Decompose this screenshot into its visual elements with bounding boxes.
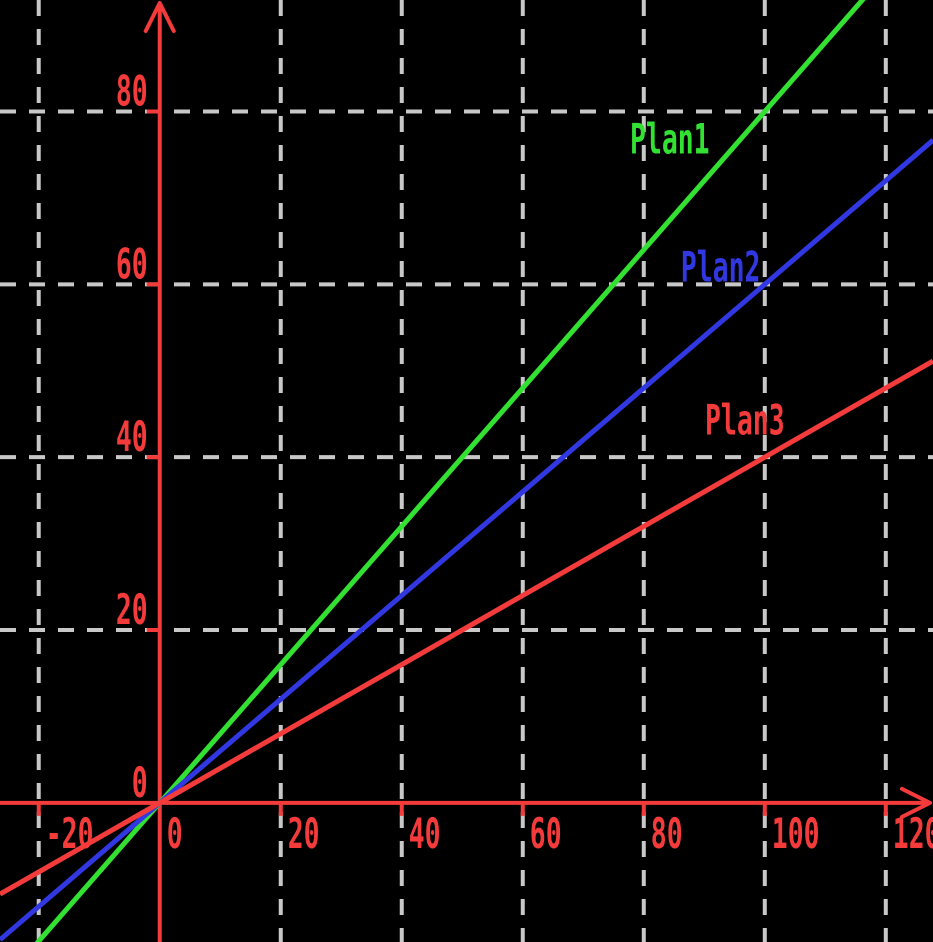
x-tick-label-0: 0 bbox=[167, 810, 183, 859]
x-tick-label-120: 120 bbox=[893, 810, 933, 859]
y-axis-arrow-icon bbox=[143, 1, 176, 33]
y-tick-label-60: 60 bbox=[116, 240, 148, 289]
x-tick-label-100: 100 bbox=[772, 810, 820, 859]
y-tick-label-80: 80 bbox=[116, 67, 148, 116]
x-tick-label--20: -20 bbox=[46, 810, 94, 859]
y-tick-label-20: 20 bbox=[116, 586, 148, 635]
series-label-plan2: Plan2 bbox=[681, 243, 761, 292]
x-tick-label-80: 80 bbox=[651, 810, 683, 859]
y-tick-label-40: 40 bbox=[116, 413, 148, 462]
x-tick-label-60: 60 bbox=[530, 810, 562, 859]
series-label-plan3: Plan3 bbox=[705, 396, 785, 445]
x-axis-arrow-icon bbox=[900, 786, 932, 819]
x-tick-label-40: 40 bbox=[409, 810, 441, 859]
x-tick-label-20: 20 bbox=[288, 810, 320, 859]
y-tick-label-0: 0 bbox=[132, 759, 148, 808]
series-line-plan3 bbox=[0, 358, 933, 897]
series-label-plan1: Plan1 bbox=[630, 115, 710, 164]
